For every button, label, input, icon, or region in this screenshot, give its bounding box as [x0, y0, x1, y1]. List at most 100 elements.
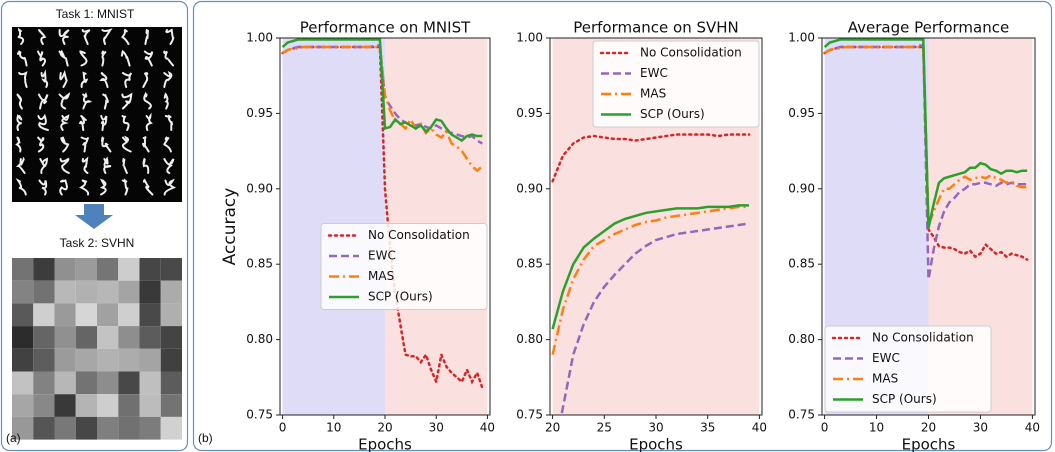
y-tick-label: 0.85: [516, 257, 543, 271]
svhn-tile: [118, 280, 140, 304]
digit-stroke: [163, 92, 169, 110]
svhn-tile: [12, 348, 34, 372]
digit-stroke: [80, 136, 89, 153]
legend-label: MAS: [872, 372, 898, 386]
svhn-tile: [118, 258, 140, 281]
svhn-tile: [160, 326, 182, 349]
digit-stroke: [80, 71, 89, 88]
svhn-tile: [97, 280, 119, 304]
y-tick-label: 0.95: [516, 106, 543, 120]
task2-label: Task 2: SVHN: [60, 236, 135, 250]
x-tick-label: 40: [1025, 421, 1040, 435]
panel-a-border: [0, 0, 189, 452]
svhn-tile: [118, 326, 140, 349]
svhn-tile: [97, 326, 119, 349]
y-tick-label: 0.75: [516, 408, 543, 422]
svhn-tile: [160, 416, 182, 440]
x-tick-label: 0: [279, 421, 287, 435]
x-tick-label: 35: [700, 421, 715, 435]
svhn-tile: [139, 371, 161, 395]
task1-label: Task 1: MNIST: [56, 7, 135, 21]
svhn-tile: [97, 348, 119, 372]
svhn-tile: [75, 416, 97, 440]
legend-label: EWC: [872, 351, 900, 365]
digit-stroke: [15, 156, 26, 174]
digit-stroke: [81, 156, 89, 174]
digit-stroke: [101, 50, 107, 67]
digit-stroke: [37, 136, 45, 153]
digit-stroke: [78, 115, 87, 131]
digit-stroke: [122, 158, 128, 174]
digit-stroke: [100, 115, 108, 131]
x-axis-label: Epochs: [629, 436, 683, 452]
y-tick-label: 1.00: [246, 31, 273, 45]
svhn-tile: [139, 416, 161, 440]
svhn-tile: [33, 394, 55, 417]
svhn-tile: [139, 394, 161, 417]
x-tick-label: 20: [921, 421, 936, 435]
svhn-tile: [33, 280, 55, 304]
panel-b-border: [192, 0, 1053, 452]
y-tick-label: 0.95: [246, 106, 273, 120]
x-tick-label: 10: [869, 421, 884, 435]
series-line: [551, 133, 751, 183]
y-tick-label: 0.80: [788, 332, 815, 346]
digit-stroke: [16, 113, 23, 131]
legend: No Consolidation EWC MAS SCP (Ours): [824, 325, 992, 413]
svhn-tile: [139, 348, 161, 372]
digit-stroke: [100, 136, 112, 153]
legend-label: SCP (Ours): [640, 107, 705, 121]
chart-title: Performance on MNIST: [300, 19, 471, 37]
legend-label: No Consolidation: [640, 46, 742, 60]
svhn-tile: [33, 348, 55, 372]
svhn-tile: [75, 258, 97, 281]
digit-stroke: [142, 178, 154, 196]
x-tick-label: 0: [821, 421, 829, 435]
svhn-tile: [139, 326, 161, 349]
digit-stroke: [142, 158, 150, 174]
x-tick-label: 30: [648, 421, 663, 435]
svhn-tile: [118, 303, 140, 327]
digit-stroke: [16, 93, 23, 110]
y-tick-label: 1.00: [788, 31, 815, 45]
svhn-tile: [33, 326, 55, 349]
mnist-image: [12, 27, 182, 202]
digit-stroke: [82, 92, 93, 110]
y-tick-label: 0.85: [246, 257, 273, 271]
legend-label: MAS: [368, 269, 394, 283]
digit-stroke: [37, 113, 49, 131]
legend: No Consolidation EWC MAS SCP (Ours): [592, 40, 760, 128]
svhn-tile: [54, 348, 76, 372]
digit-stroke: [79, 179, 90, 196]
svhn-tile: [75, 280, 97, 304]
y-tick-label: 1.00: [516, 31, 543, 45]
svhn-tile: [33, 371, 55, 395]
svhn-tile: [54, 416, 76, 440]
y-tick-label: 0.85: [788, 257, 815, 271]
legend-label: EWC: [640, 66, 668, 80]
digit-stroke: [37, 93, 49, 110]
series-line: [551, 204, 750, 330]
digit-stroke: [18, 71, 28, 88]
svhn-tile: [75, 326, 97, 349]
digit-stroke: [142, 135, 150, 153]
svhn-tile: [118, 371, 140, 395]
digit-stroke: [145, 112, 153, 131]
svhn-tile: [12, 394, 34, 417]
y-tick-label: 0.75: [246, 408, 273, 422]
y-tick-label: 0.80: [516, 332, 543, 346]
digit-stroke: [58, 92, 71, 110]
digit-stroke: [163, 178, 177, 196]
digit-stroke: [144, 29, 149, 45]
digit-stroke: [121, 135, 132, 153]
digit-stroke: [99, 178, 107, 196]
svhn-tile: [97, 371, 119, 395]
svhn-tile: [12, 258, 34, 281]
digit-stroke: [121, 178, 129, 196]
legend-box: [592, 40, 760, 128]
digit-stroke: [121, 115, 130, 131]
y-axis-label: Accuracy: [220, 188, 240, 266]
legend-box: [320, 223, 488, 310]
y-tick-label: 0.90: [516, 181, 543, 195]
svhn-tile: [54, 371, 76, 395]
